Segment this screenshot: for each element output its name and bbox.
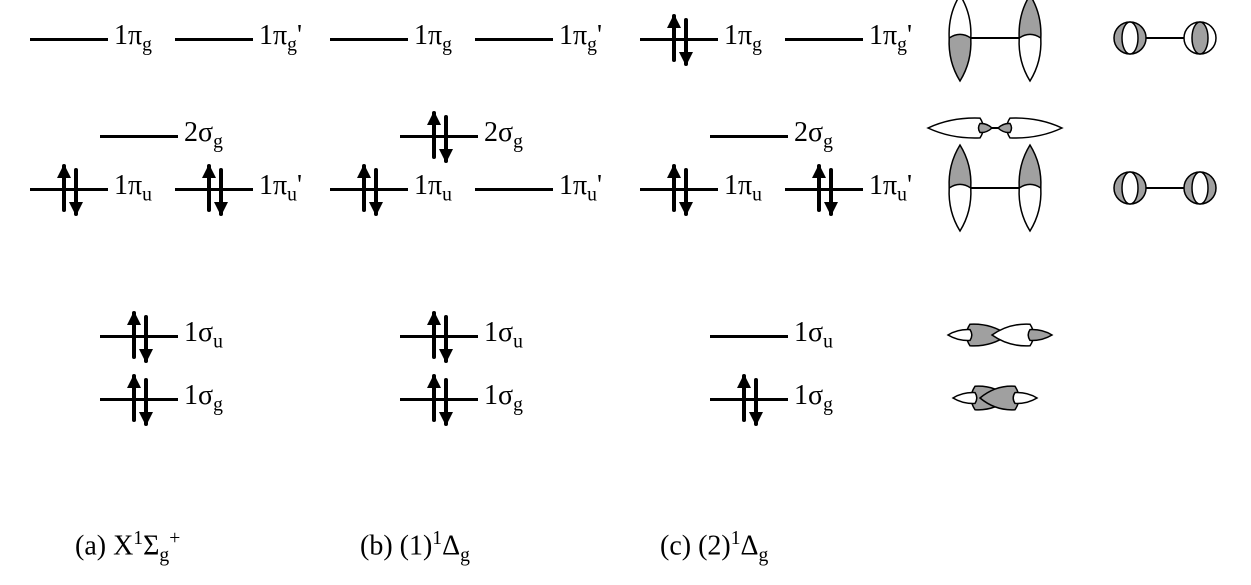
orbital-label-2sigma_g: 2σg xyxy=(184,117,223,154)
spin-down-arrow-icon xyxy=(824,168,838,216)
orbital-picture-pi_g_front-icon xyxy=(920,0,1070,83)
orbital-picture-pi_u_side-icon xyxy=(1100,143,1250,233)
orbital-label-1pi_g: 1πg xyxy=(414,20,452,57)
orbital-picture-pi_g_side-icon xyxy=(1100,0,1250,83)
energy-level-line xyxy=(710,135,788,138)
orbital-label-1pi_g: 1πg xyxy=(114,20,152,57)
orbital-label-1sigma_g: 1σg xyxy=(484,380,523,417)
orbital-label-1pi_g_prime: 1πg' xyxy=(559,20,602,57)
orbital-label-1pi_g: 1πg xyxy=(724,20,762,57)
panel-caption-c: (c) (2)1Δg xyxy=(660,528,768,567)
orbital-label-1sigma_g: 1σg xyxy=(184,380,223,417)
energy-level-line xyxy=(175,38,253,41)
energy-level-line xyxy=(30,38,108,41)
energy-level-line xyxy=(330,38,408,41)
spin-down-arrow-icon xyxy=(439,315,453,363)
spin-down-arrow-icon xyxy=(439,115,453,163)
orbital-label-1pi_u: 1πu xyxy=(114,170,152,207)
orbital-label-1pi_g_prime: 1πg' xyxy=(869,20,912,57)
spin-down-arrow-icon xyxy=(679,18,693,66)
orbital-label-1pi_u_prime: 1πu' xyxy=(259,170,302,207)
energy-level-line xyxy=(785,38,863,41)
orbital-label-1pi_u: 1πu xyxy=(724,170,762,207)
orbital-label-1sigma_u: 1σu xyxy=(794,317,833,354)
spin-down-arrow-icon xyxy=(139,378,153,426)
panel-caption-a: (a) X1Σg+ xyxy=(75,528,180,567)
energy-level-line xyxy=(710,335,788,338)
spin-down-arrow-icon xyxy=(749,378,763,426)
orbital-picture-pi_u_front-icon xyxy=(920,143,1070,233)
orbital-label-1sigma_u: 1σu xyxy=(184,317,223,354)
energy-level-line xyxy=(100,135,178,138)
energy-level-line xyxy=(475,188,553,191)
orbital-label-2sigma_g: 2σg xyxy=(794,117,833,154)
spin-down-arrow-icon xyxy=(69,168,83,216)
orbital-label-1pi_u_prime: 1πu' xyxy=(869,170,912,207)
spin-down-arrow-icon xyxy=(214,168,228,216)
orbital-label-1pi_g_prime: 1πg' xyxy=(259,20,302,57)
spin-down-arrow-icon xyxy=(139,315,153,363)
spin-down-arrow-icon xyxy=(369,168,383,216)
orbital-label-1sigma_u: 1σu xyxy=(484,317,523,354)
orbital-label-1pi_u_prime: 1πu' xyxy=(559,170,602,207)
orbital-label-1pi_u: 1πu xyxy=(414,170,452,207)
spin-down-arrow-icon xyxy=(439,378,453,426)
spin-down-arrow-icon xyxy=(679,168,693,216)
orbital-picture-sigma_g-icon xyxy=(920,353,1070,443)
panel-caption-b: (b) (1)1Δg xyxy=(360,528,470,567)
orbital-label-2sigma_g: 2σg xyxy=(484,117,523,154)
orbital-label-1sigma_g: 1σg xyxy=(794,380,833,417)
energy-level-line xyxy=(475,38,553,41)
